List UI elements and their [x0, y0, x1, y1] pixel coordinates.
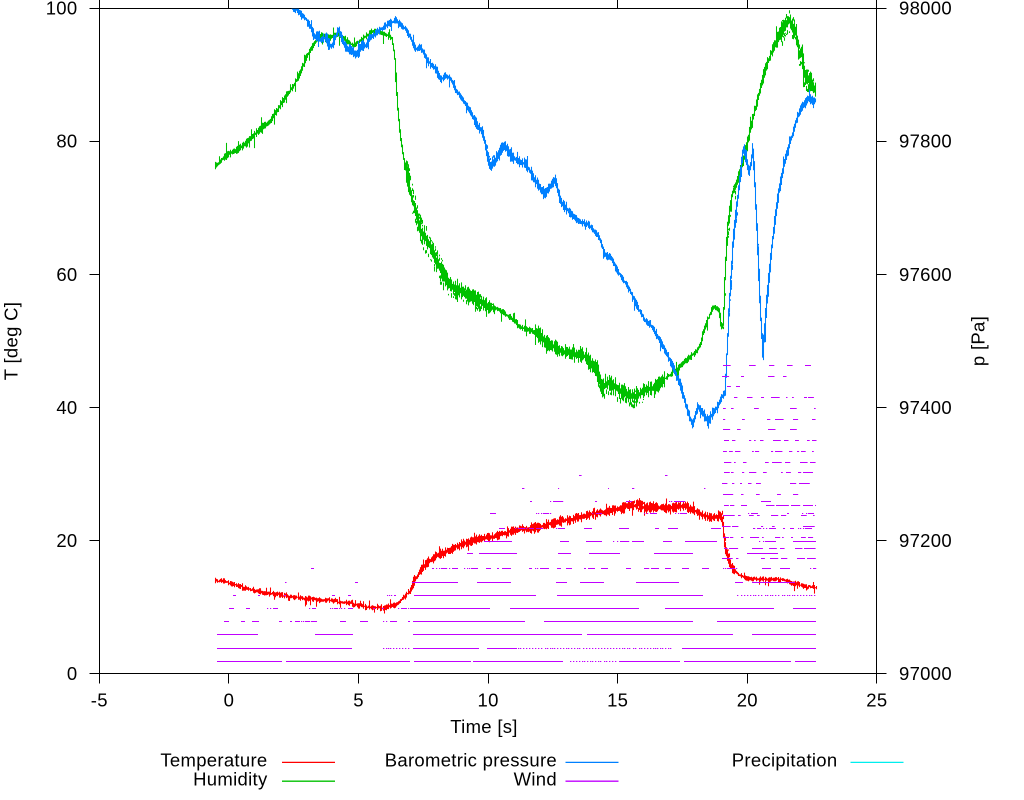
svg-text:100: 100 — [46, 0, 78, 19]
svg-text:T [deg C]: T [deg C] — [1, 302, 22, 380]
svg-text:Humidity: Humidity — [193, 768, 268, 789]
svg-text:Barometric pressure: Barometric pressure — [385, 750, 557, 771]
svg-text:98000: 98000 — [899, 0, 952, 19]
svg-text:-5: -5 — [91, 690, 108, 711]
svg-text:60: 60 — [56, 264, 77, 285]
svg-text:Temperature: Temperature — [160, 750, 267, 771]
svg-text:80: 80 — [56, 131, 77, 152]
svg-text:10: 10 — [478, 690, 499, 711]
svg-text:0: 0 — [67, 663, 78, 684]
svg-text:97800: 97800 — [899, 131, 952, 152]
svg-text:p [Pa]: p [Pa] — [968, 316, 989, 366]
svg-text:20: 20 — [737, 690, 758, 711]
svg-text:Precipitation: Precipitation — [732, 750, 838, 771]
svg-text:25: 25 — [866, 690, 887, 711]
svg-text:Wind: Wind — [514, 768, 557, 789]
svg-text:0: 0 — [224, 690, 235, 711]
svg-text:20: 20 — [56, 530, 77, 551]
svg-text:5: 5 — [353, 690, 364, 711]
svg-text:Time [s]: Time [s] — [450, 716, 518, 737]
svg-text:97200: 97200 — [899, 530, 952, 551]
svg-text:97400: 97400 — [899, 397, 952, 418]
svg-text:97600: 97600 — [899, 264, 952, 285]
svg-text:15: 15 — [607, 690, 628, 711]
svg-text:97000: 97000 — [899, 663, 952, 684]
svg-text:40: 40 — [56, 397, 77, 418]
